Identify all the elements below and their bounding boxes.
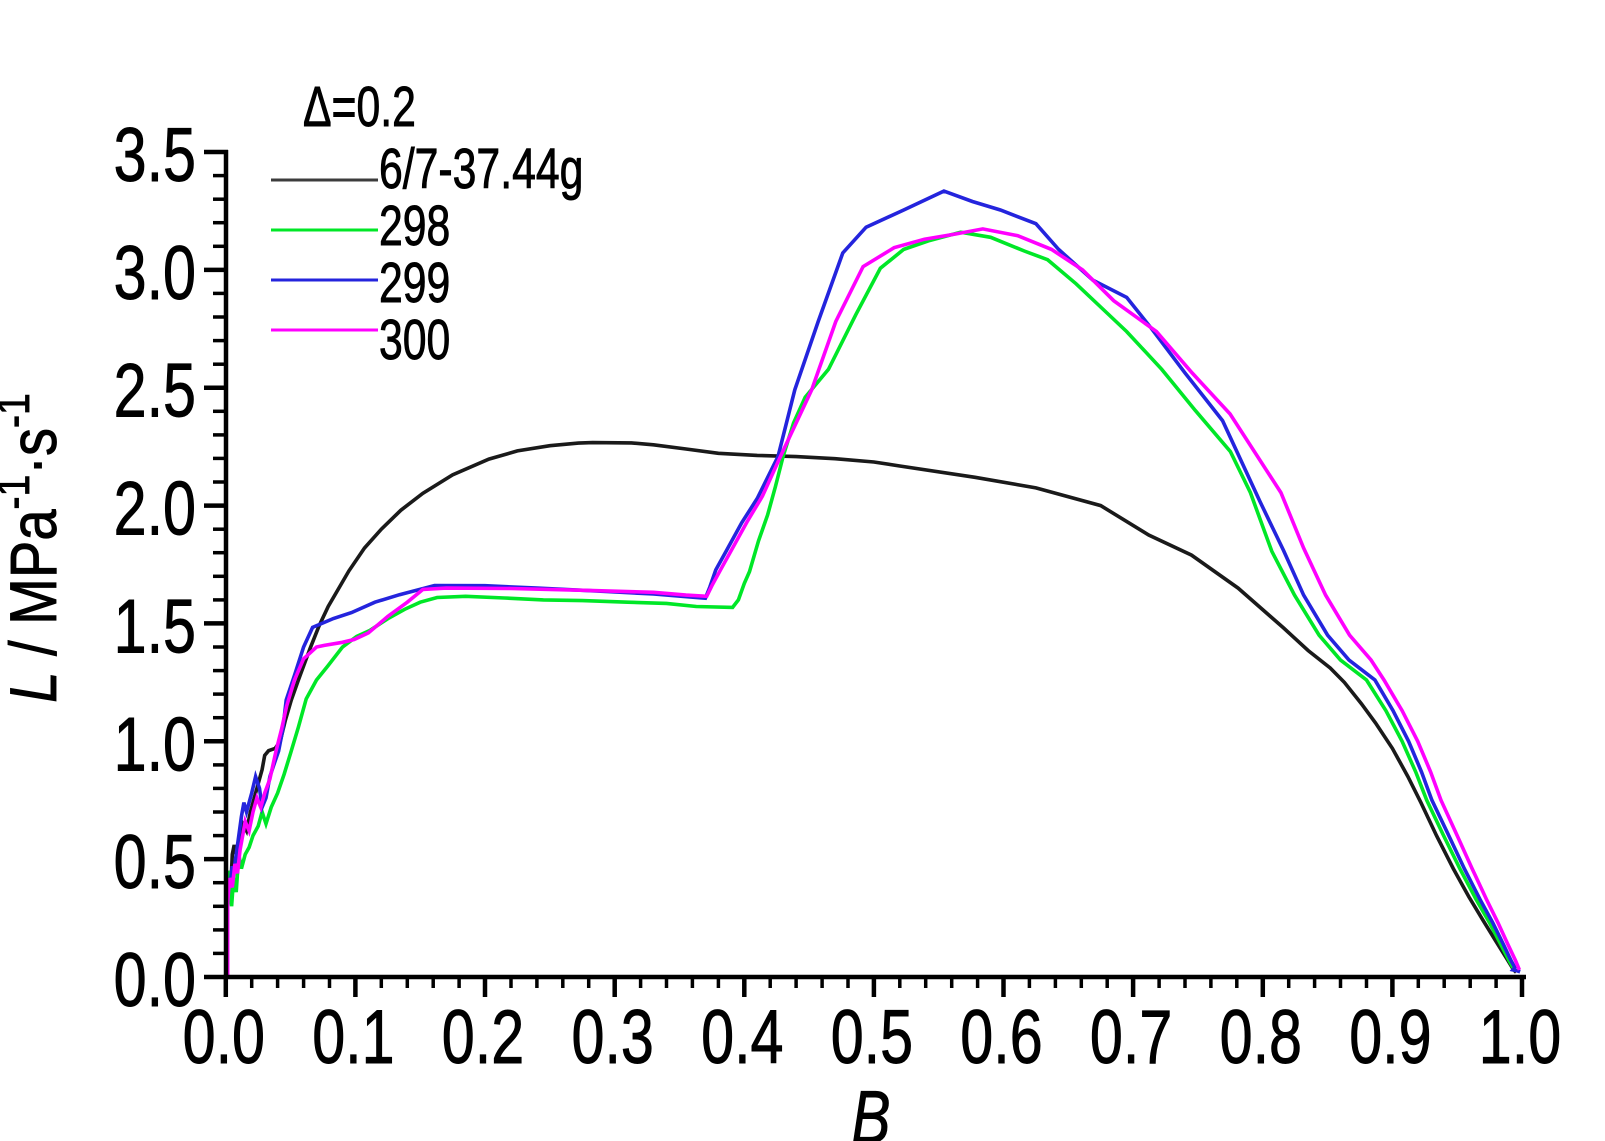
svg-text:0.3: 0.3: [572, 995, 654, 1080]
svg-text:L / MPa-1·s-1: L / MPa-1·s-1: [0, 393, 70, 703]
svg-text:1.0: 1.0: [114, 702, 196, 787]
svg-text:Δ=0.2: Δ=0.2: [303, 74, 416, 138]
svg-text:3.0: 3.0: [114, 231, 196, 316]
svg-text:1.0: 1.0: [1479, 995, 1561, 1080]
svg-text:2.5: 2.5: [114, 349, 196, 434]
svg-text:6/7-37.44g: 6/7-37.44g: [379, 136, 583, 200]
svg-text:299: 299: [379, 250, 450, 314]
svg-text:0.6: 0.6: [960, 995, 1042, 1080]
svg-text:0.2: 0.2: [442, 995, 524, 1080]
svg-text:2.0: 2.0: [114, 467, 196, 552]
svg-text:0.0: 0.0: [114, 938, 196, 1023]
svg-text:3.5: 3.5: [114, 113, 196, 198]
svg-text:0.9: 0.9: [1349, 995, 1431, 1080]
svg-text:298: 298: [379, 193, 450, 257]
svg-text:0.4: 0.4: [701, 995, 783, 1080]
svg-text:0.7: 0.7: [1090, 995, 1172, 1080]
svg-text:0.0: 0.0: [183, 995, 265, 1080]
svg-text:B: B: [851, 1076, 890, 1141]
svg-text:0.5: 0.5: [114, 820, 196, 905]
svg-text:0.1: 0.1: [312, 995, 394, 1080]
svg-text:300: 300: [379, 307, 450, 371]
svg-text:0.5: 0.5: [831, 995, 913, 1080]
svg-text:0.8: 0.8: [1220, 995, 1302, 1080]
svg-text:1.5: 1.5: [114, 584, 196, 669]
